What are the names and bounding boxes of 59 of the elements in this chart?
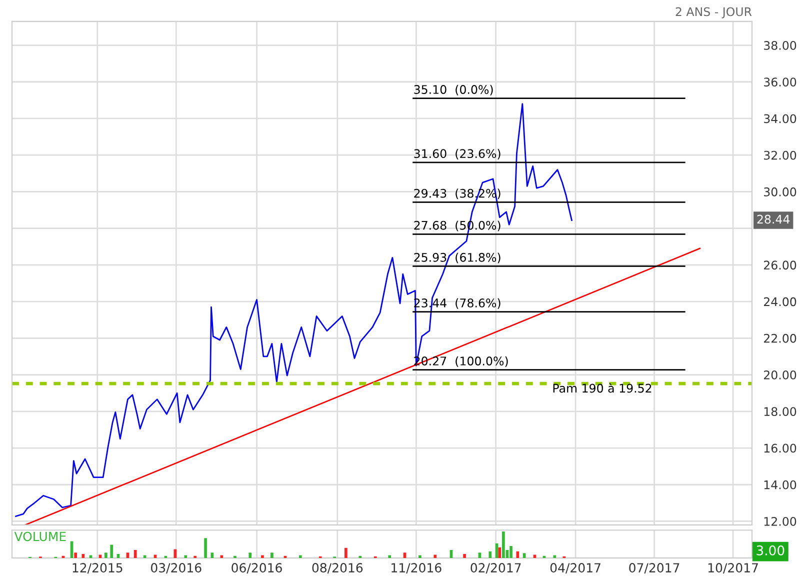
x-tick-label: 03/2016 — [150, 563, 202, 574]
bar — [220, 555, 224, 558]
y-tick-label: 24.00 — [764, 297, 796, 306]
bar — [248, 552, 252, 558]
x-tick-label: 06/2016 — [232, 563, 282, 574]
bar — [488, 551, 492, 558]
x-tick-label: 12/2015 — [72, 563, 122, 574]
ref-line-label: Pam 190 à 19.52 — [553, 383, 652, 393]
bar — [210, 552, 214, 558]
bar — [270, 552, 274, 558]
bar — [110, 544, 114, 558]
bar — [510, 546, 512, 558]
bar — [434, 554, 437, 558]
annotation: 31.60 (23.6%) — [414, 148, 500, 160]
bar — [82, 554, 85, 558]
text: 28.44 — [757, 214, 790, 224]
text: 2 ANS - JOUR — [676, 7, 752, 18]
bar — [403, 552, 406, 558]
text: 3.00 — [756, 545, 784, 556]
bar — [104, 552, 108, 558]
y-tick-label: 30.00 — [764, 187, 796, 196]
y-tick-label: 20.00 — [764, 370, 796, 380]
x-tick-label: 10/2017 — [708, 563, 758, 574]
annotation: 25.93 (61.8%) — [414, 252, 500, 264]
bar — [478, 552, 482, 558]
annotation: 35.10 (0.0%) — [414, 84, 493, 96]
y-tick-label: 38.00 — [764, 40, 796, 50]
bar — [502, 531, 505, 558]
y-tick-label: 22.00 — [764, 334, 796, 343]
bar — [74, 552, 77, 558]
y-tick-label: 34.00 — [764, 114, 796, 124]
bar — [516, 551, 520, 558]
y-tick-label: 26.00 — [764, 260, 796, 270]
y-tick-label: 32.00 — [764, 150, 796, 160]
bar — [463, 554, 466, 558]
y-tick-label: 12.00 — [764, 516, 796, 526]
y-tick-label: 18.00 — [764, 407, 796, 416]
x-tick-label: 02/2017 — [470, 563, 521, 574]
y-tick-label: 36.00 — [764, 78, 796, 87]
x-tick-label: 04/2017 — [550, 563, 600, 574]
bar — [388, 555, 392, 558]
bar — [261, 555, 264, 558]
bar — [204, 538, 207, 558]
bar — [126, 552, 130, 558]
bar — [522, 553, 526, 558]
bar — [498, 547, 502, 558]
bar — [184, 555, 188, 558]
bar — [418, 555, 422, 558]
bar — [344, 548, 348, 558]
x-tick-label: 08/2016 — [312, 563, 363, 574]
bar — [134, 550, 137, 558]
bar — [298, 555, 302, 558]
y-tick-label: 16.00 — [764, 444, 796, 453]
bar — [174, 549, 177, 558]
x-tick-label: 07/2017 — [629, 563, 680, 574]
chart-title: VOLUME — [14, 532, 66, 542]
x-tick-label: 11/2016 — [392, 563, 442, 574]
bar — [553, 555, 556, 558]
y-tick-label: 14.00 — [764, 480, 796, 490]
